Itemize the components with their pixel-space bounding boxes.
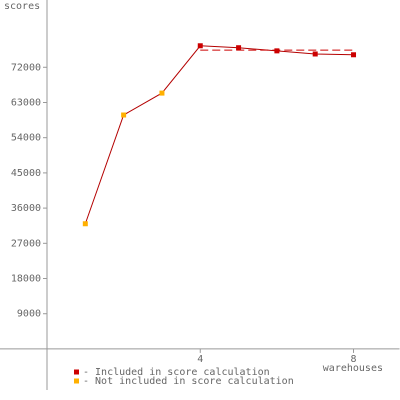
- point: [197, 43, 203, 49]
- point: [312, 51, 318, 57]
- x-axis-label: warehouses: [323, 363, 383, 374]
- x-tick-label: 8: [351, 354, 357, 365]
- point: [82, 221, 88, 227]
- y-tick-label: 27000: [11, 238, 41, 249]
- y-tick-label: 36000: [11, 203, 41, 214]
- y-tick-label: 9000: [17, 309, 41, 320]
- legend-swatch: [74, 378, 79, 384]
- score-line: [84, 45, 354, 224]
- point: [236, 45, 242, 51]
- legend-swatch: [74, 369, 79, 375]
- point: [159, 90, 165, 96]
- legend-label: - Not included in score calculation: [83, 376, 294, 387]
- point: [351, 52, 357, 58]
- y-tick-label: 63000: [11, 97, 41, 108]
- y-tick-label: 45000: [11, 168, 41, 179]
- x-tick-label: 4: [197, 354, 203, 365]
- legend-label: - Included in score calculation: [83, 367, 270, 378]
- point: [121, 112, 127, 118]
- y-tick-label: 54000: [11, 133, 41, 144]
- y-tick-label: 72000: [11, 62, 41, 73]
- y-tick-label: 18000: [11, 274, 41, 285]
- point: [274, 48, 280, 54]
- y-axis-label: scores: [4, 1, 40, 12]
